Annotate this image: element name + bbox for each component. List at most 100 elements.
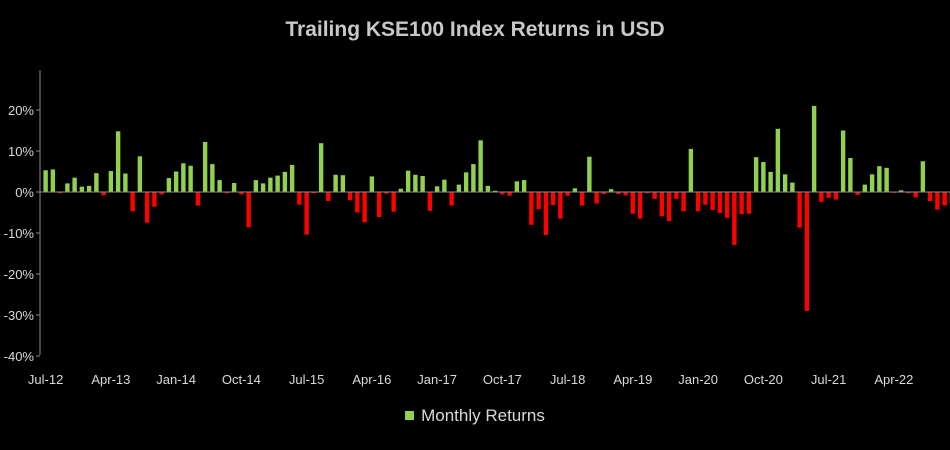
bar (608, 189, 614, 192)
bar (260, 183, 266, 192)
bar (224, 192, 230, 194)
bar (717, 192, 723, 213)
bar (681, 192, 686, 212)
bar (152, 192, 157, 207)
bar (413, 174, 418, 192)
bar (275, 175, 280, 192)
bar (333, 174, 338, 192)
bar (666, 192, 672, 222)
bar (391, 192, 396, 212)
bar (732, 192, 737, 245)
bar (159, 192, 164, 195)
x-tick-label: Apr-22 (874, 372, 913, 387)
bar (558, 192, 563, 219)
bar (935, 192, 940, 210)
bar (550, 192, 556, 206)
bar (340, 175, 346, 192)
y-tick-label: -30% (4, 308, 35, 323)
legend-label: Monthly Returns (421, 406, 545, 425)
bar (253, 180, 259, 192)
bar (173, 171, 179, 192)
bar (811, 105, 817, 192)
bar (427, 192, 433, 211)
bar (239, 192, 244, 195)
bar (739, 192, 744, 215)
bar (384, 192, 389, 194)
bar (188, 165, 193, 192)
bar (906, 192, 911, 194)
bar (898, 190, 904, 192)
bar (782, 174, 788, 192)
bar (623, 192, 628, 196)
bar (833, 192, 839, 200)
bar (144, 192, 150, 223)
bar (420, 176, 425, 192)
bar (355, 192, 360, 213)
bar (855, 192, 860, 195)
x-tick-label: Apr-13 (91, 372, 130, 387)
bar (529, 192, 534, 225)
bar (790, 182, 795, 192)
bar (289, 164, 295, 192)
bar (210, 164, 215, 192)
bar-series (43, 105, 950, 311)
bar (456, 184, 462, 192)
bar (304, 192, 309, 235)
bar (616, 192, 621, 195)
bar (43, 170, 48, 192)
bar (101, 192, 106, 196)
bar (674, 192, 679, 199)
bar (521, 180, 527, 192)
bar (920, 161, 926, 192)
bar (72, 177, 77, 192)
bar (630, 192, 636, 214)
bar (282, 171, 288, 192)
bar (804, 192, 810, 311)
x-tick-label: Oct-17 (483, 372, 522, 387)
bar (123, 173, 128, 192)
bar (877, 166, 882, 192)
bar (79, 186, 85, 192)
bar (347, 192, 353, 201)
bar (579, 192, 585, 206)
bar (775, 128, 781, 192)
bar (217, 180, 222, 192)
bar (181, 163, 186, 192)
bar (246, 192, 251, 228)
bar (724, 192, 730, 218)
bar (768, 171, 773, 192)
bar (362, 192, 367, 223)
bar (500, 192, 505, 195)
bar (826, 192, 831, 198)
bar (710, 192, 715, 211)
x-tick-label: Oct-14 (222, 372, 261, 387)
x-tick-label: Jul-21 (811, 372, 846, 387)
bar (130, 192, 135, 212)
bar (434, 186, 440, 192)
y-tick-label: -20% (4, 267, 35, 282)
bar (587, 156, 592, 192)
bar (884, 167, 889, 192)
bar (659, 192, 665, 217)
bar (463, 172, 469, 192)
bar (645, 192, 650, 194)
bar (326, 192, 331, 202)
bar (478, 140, 483, 192)
bar (231, 182, 237, 192)
bar (848, 157, 853, 192)
bar (405, 170, 411, 192)
bar (942, 192, 947, 206)
bar (297, 192, 302, 205)
x-tick-label: Jul-15 (289, 372, 324, 387)
y-tick-label: -40% (4, 349, 35, 364)
bar (166, 178, 172, 192)
bar (819, 192, 824, 202)
bar (137, 156, 143, 192)
bar (50, 169, 56, 192)
x-tick-label: Jan-20 (678, 372, 718, 387)
bar (753, 157, 759, 192)
chart-title: Trailing KSE100 Index Returns in USD (285, 18, 665, 41)
bar (398, 188, 404, 192)
legend-swatch (405, 411, 415, 421)
bar (471, 164, 476, 192)
